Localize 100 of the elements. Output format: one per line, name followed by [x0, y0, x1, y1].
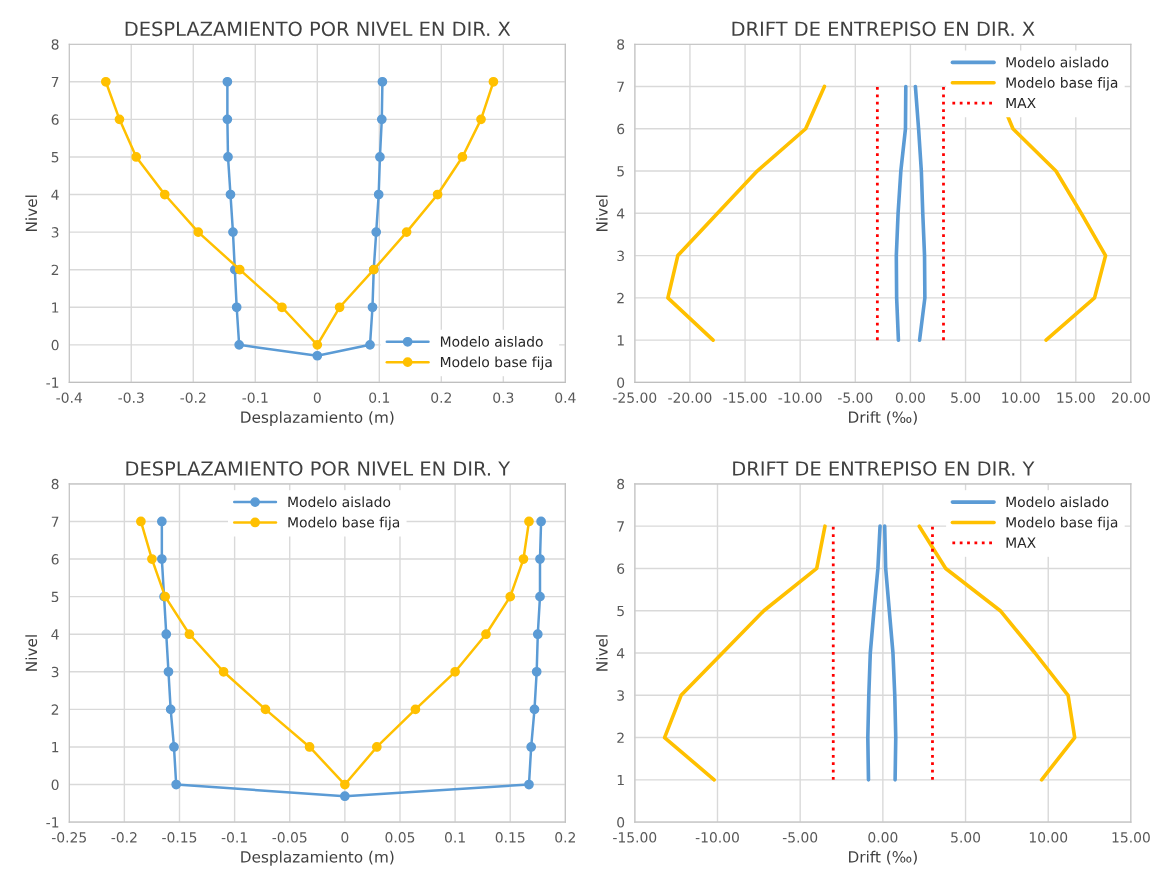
point — [222, 76, 233, 87]
x-tick-label: 0.2 — [431, 392, 451, 403]
y-tick-label: 3 — [51, 666, 59, 678]
point — [161, 629, 172, 640]
point — [476, 114, 486, 125]
y-tick-label: 3 — [617, 250, 624, 262]
x-tick-label: 0.4 — [555, 392, 576, 403]
point — [532, 629, 543, 640]
x-axis-title: Drift (‰) — [849, 411, 917, 425]
point — [457, 152, 468, 162]
y-tick-label: 6 — [51, 114, 59, 125]
y-tick-label: 7 — [51, 76, 59, 88]
point — [147, 554, 157, 564]
point — [218, 666, 229, 677]
point — [222, 114, 233, 125]
x-tick-label: 0.1 — [444, 832, 465, 843]
point — [526, 742, 537, 752]
x-tick-label: 0.05 — [385, 832, 415, 843]
point — [505, 591, 516, 602]
y-tick-label: 0 — [51, 339, 59, 351]
point — [156, 554, 167, 564]
y-tick-label: 2 — [51, 704, 59, 715]
x-tick-label: 0.15 — [495, 832, 525, 843]
point — [312, 350, 323, 361]
point — [365, 339, 375, 350]
x-tick-label: -15.00 — [613, 832, 657, 843]
point — [100, 76, 111, 87]
chart-title: DRIFT DE ENTREPISO EN DIR. X — [732, 21, 1035, 37]
y-tick-label: 8 — [617, 39, 625, 50]
point — [524, 516, 534, 527]
legend-label: MAX — [1006, 97, 1036, 109]
point — [169, 742, 179, 752]
y-tick-label: 6 — [617, 563, 625, 574]
x-tick-label: 5.00 — [951, 392, 981, 403]
point — [339, 779, 350, 790]
legend-label: Modelo aislado — [440, 336, 543, 347]
y-tick-label: 8 — [51, 39, 59, 50]
point — [376, 114, 387, 125]
x-tick-label: -0.3 — [118, 392, 144, 403]
point — [377, 76, 388, 87]
x-tick-label: -0.1 — [242, 392, 268, 403]
x-tick-label: 10.00 — [1002, 392, 1040, 403]
y-tick-label: 1 — [52, 302, 59, 313]
y-tick-label: 5 — [617, 166, 624, 177]
point — [518, 554, 529, 564]
point — [334, 302, 345, 313]
point — [234, 339, 245, 350]
point — [524, 779, 534, 790]
y-tick-label: 3 — [51, 227, 59, 238]
legend-label: Modelo aislado — [1006, 56, 1109, 68]
point — [171, 779, 182, 790]
point — [373, 189, 384, 200]
legend-label: Modelo aislado — [1006, 496, 1109, 508]
point — [432, 189, 443, 200]
legend-label: Modelo base fija — [288, 516, 400, 531]
x-axis-title: Drift (‰) — [849, 850, 917, 865]
y-tick-label: 1 — [52, 742, 59, 753]
point — [225, 189, 236, 200]
point — [535, 554, 545, 564]
legend-label: Modelo base fija — [440, 356, 552, 370]
legend-label: Modelo base fija — [1006, 77, 1118, 91]
point — [312, 339, 323, 350]
y-tick-label: 5 — [51, 152, 59, 163]
x-tick-label: 0.3 — [493, 392, 514, 403]
point — [228, 227, 238, 237]
y-tick-label: 2 — [617, 732, 624, 743]
point — [488, 76, 499, 87]
x-tick-label: -10.00 — [778, 392, 822, 403]
chart-title: DESPLAZAMIENTO POR NIVEL EN DIR. X — [125, 21, 511, 37]
y-tick-label: 3 — [617, 690, 624, 701]
point — [339, 791, 350, 802]
point — [184, 629, 195, 640]
x-tick-label: -5.00 — [838, 392, 873, 403]
legend-label: Modelo aislado — [288, 496, 391, 508]
y-tick-label: 6 — [617, 123, 625, 135]
point — [260, 704, 271, 715]
y-tick-label: 6 — [51, 554, 59, 565]
x-tick-label: 5.00 — [951, 832, 981, 843]
point — [304, 742, 315, 752]
point — [481, 629, 491, 640]
point — [535, 591, 545, 602]
x-axis-title: Desplazamiento (m) — [241, 850, 394, 866]
x-tick-label: 15.00 — [1057, 392, 1095, 403]
legend-label: MAX — [1006, 537, 1036, 548]
x-tick-label: -10.00 — [695, 832, 739, 843]
x-tick-label: -0.1 — [221, 832, 247, 843]
point — [163, 666, 174, 677]
point — [371, 742, 382, 752]
chart-title: DESPLAZAMIENTO POR NIVEL EN DIR. Y — [126, 461, 511, 476]
y-tick-label: -1 — [46, 817, 59, 828]
y-tick-label: 8 — [617, 478, 625, 490]
y-tick-label: 5 — [51, 591, 59, 603]
x-tick-label: 0.1 — [369, 392, 390, 403]
y-tick-label: 0 — [617, 377, 625, 388]
point — [136, 516, 146, 527]
y-tick-label: -1 — [46, 377, 59, 388]
point — [371, 227, 382, 237]
x-tick-label: 0.00 — [868, 832, 898, 843]
y-tick-label: 4 — [51, 629, 59, 640]
point — [234, 264, 245, 275]
